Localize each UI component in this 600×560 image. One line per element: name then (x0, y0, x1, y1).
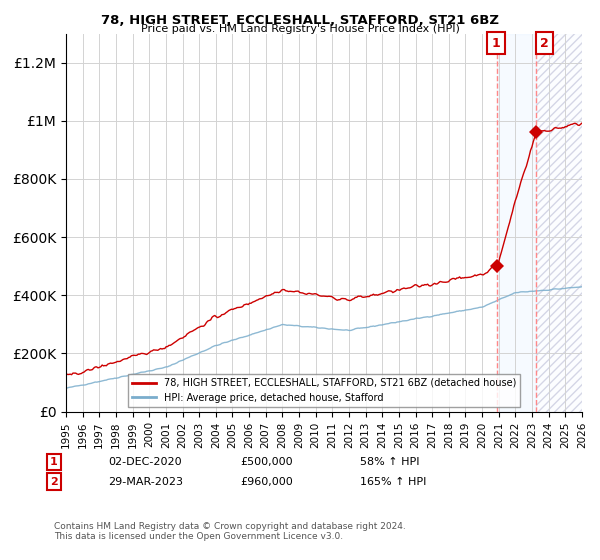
Legend: 78, HIGH STREET, ECCLESHALL, STAFFORD, ST21 6BZ (detached house), HPI: Average p: 78, HIGH STREET, ECCLESHALL, STAFFORD, S… (128, 374, 520, 407)
Bar (536, 34, 582, 412)
Text: Price paid vs. HM Land Registry's House Price Index (HPI): Price paid vs. HM Land Registry's House … (140, 24, 460, 34)
Text: 1: 1 (491, 36, 500, 49)
Text: £960,000: £960,000 (240, 477, 293, 487)
Text: 29-MAR-2023: 29-MAR-2023 (108, 477, 183, 487)
Text: 2: 2 (50, 477, 58, 487)
Text: 2: 2 (540, 36, 549, 49)
Text: 78, HIGH STREET, ECCLESHALL, STAFFORD, ST21 6BZ: 78, HIGH STREET, ECCLESHALL, STAFFORD, S… (101, 14, 499, 27)
Text: 58% ↑ HPI: 58% ↑ HPI (360, 457, 419, 467)
Bar (536, 34, 582, 412)
Text: 1: 1 (50, 457, 58, 467)
Text: Contains HM Land Registry data © Crown copyright and database right 2024.
This d: Contains HM Land Registry data © Crown c… (54, 522, 406, 542)
Bar (497, 34, 536, 412)
Text: 165% ↑ HPI: 165% ↑ HPI (360, 477, 427, 487)
Text: 02-DEC-2020: 02-DEC-2020 (108, 457, 182, 467)
Text: £500,000: £500,000 (240, 457, 293, 467)
